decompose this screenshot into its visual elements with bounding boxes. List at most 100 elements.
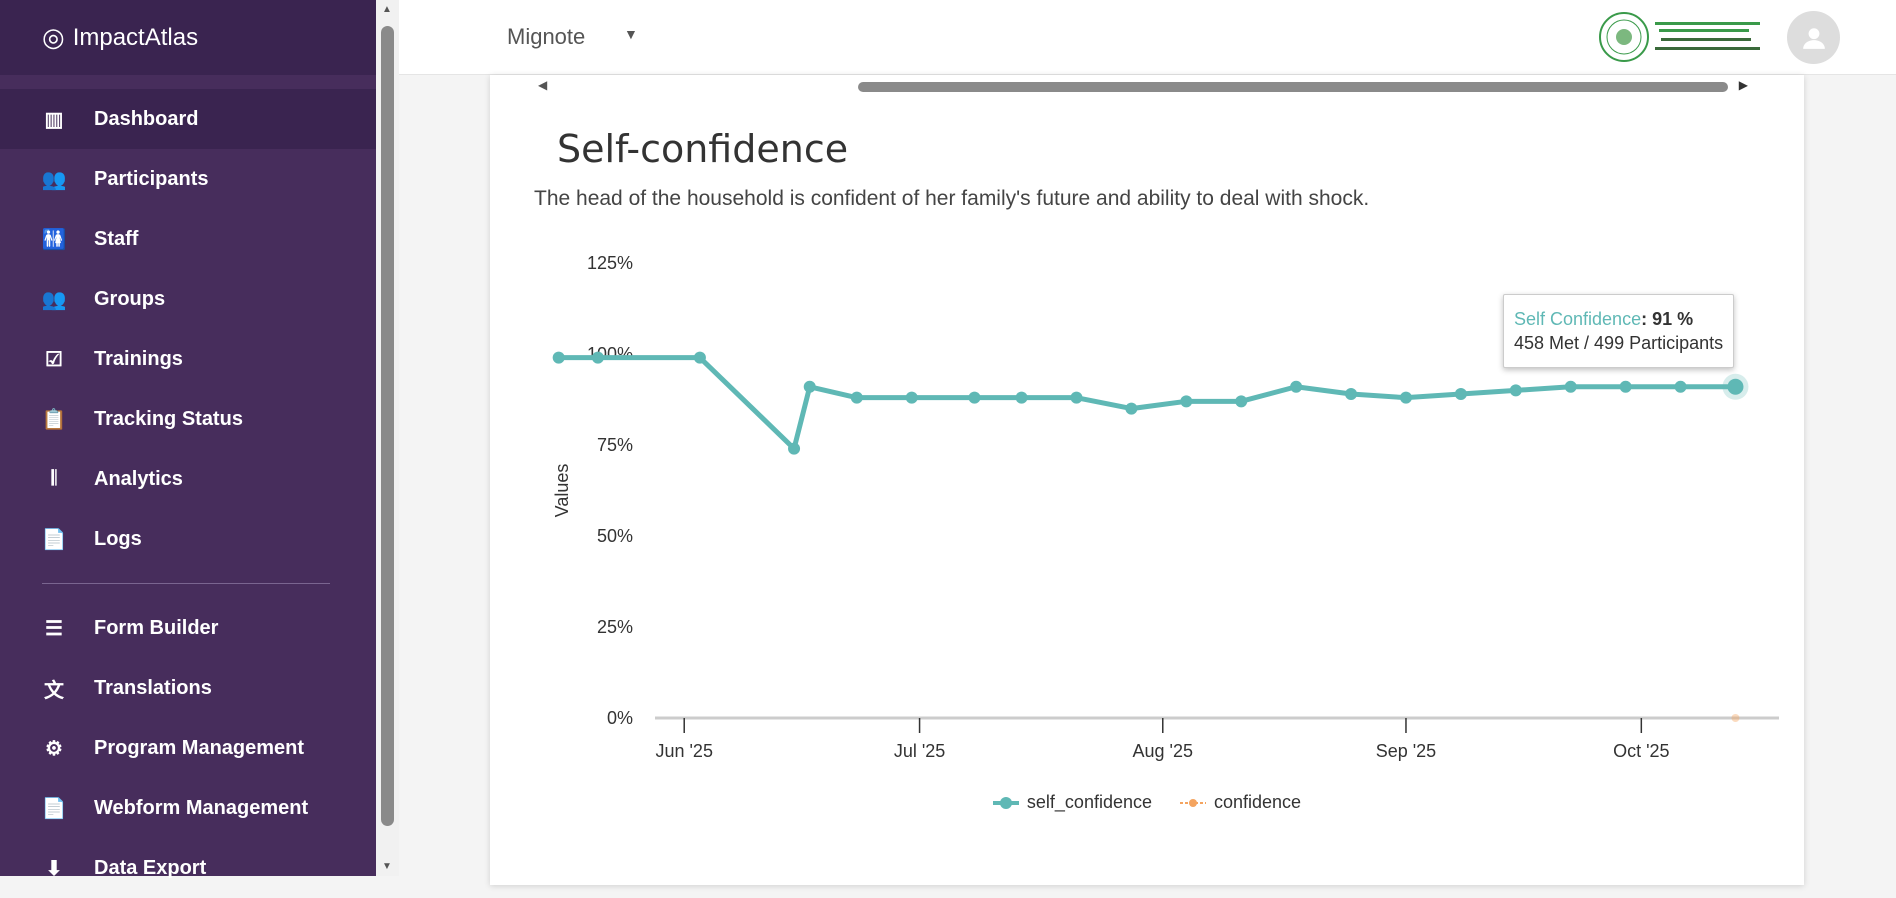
legend-item-self_confidence[interactable]: self_confidence <box>992 792 1152 813</box>
scroll-left-icon[interactable]: ◀ <box>538 78 548 92</box>
data-point-self_confidence <box>1345 388 1358 401</box>
sidebar-item-label: Tracking Status <box>94 407 243 430</box>
groups-icon: 👥 <box>41 288 67 311</box>
chart-card: ◀ ▶ Self-confidence The head of the hous… <box>490 75 1804 885</box>
data-point-self_confidence <box>1015 391 1028 404</box>
horizontal-scrollbar[interactable]: ◀ ▶ <box>538 78 1748 94</box>
vertical-scrollbar[interactable]: ▲ ▼ <box>376 0 399 876</box>
translate-icon: 文 <box>44 679 64 702</box>
data-point-self_confidence <box>968 391 981 404</box>
chart-tooltip: Self Confidence: 91 % 458 Met / 499 Part… <box>1503 294 1735 368</box>
data-point-self_confidence <box>1564 380 1577 393</box>
x-tick-label: Jun '25 <box>655 741 712 761</box>
data-point-confidence <box>1731 714 1740 722</box>
chevron-down-icon[interactable]: ▼ <box>624 26 638 42</box>
chart-legend: self_confidence confidence <box>490 792 1804 813</box>
sidebar-item-form-builder[interactable]: ☰ Form Builder <box>0 598 376 658</box>
staff-icon: 🚻 <box>41 228 67 251</box>
data-point-self_confidence <box>1125 402 1138 415</box>
organization-logo <box>1599 12 1760 62</box>
y-axis-label: Values <box>552 464 572 518</box>
data-point-self_confidence <box>693 351 706 364</box>
download-icon: ⬇ <box>45 857 63 880</box>
legend-marker-icon <box>1180 798 1206 807</box>
card-title: Self-confidence <box>557 127 849 171</box>
sidebar-item-label: Staff <box>94 227 139 250</box>
y-tick-label: 50% <box>597 526 633 546</box>
legend-item-confidence[interactable]: confidence <box>1180 792 1301 813</box>
x-tick-label: Oct '25 <box>1613 741 1669 761</box>
sidebar-item-label: Groups <box>94 287 166 310</box>
data-point-self_confidence <box>1454 388 1467 401</box>
scroll-up-icon[interactable]: ▲ <box>382 4 392 15</box>
waveform-icon: 𝄃 <box>51 467 57 490</box>
scroll-right-icon[interactable]: ▶ <box>1738 78 1748 92</box>
sidebar-item-label: Participants <box>94 167 209 190</box>
sidebar-item-trainings[interactable]: ☑ Trainings <box>0 329 376 389</box>
x-tick-label: Jul '25 <box>894 741 945 761</box>
scroll-down-icon[interactable]: ▼ <box>382 861 392 872</box>
sidebar-item-label: Data Export <box>94 856 207 879</box>
sidebar-item-data-export[interactable]: ⬇ Data Export <box>0 838 376 898</box>
user-avatar[interactable] <box>1787 11 1840 64</box>
top-bar: Mignote ▼ <box>399 0 1896 75</box>
sidebar: ◎ ImpactAtlas ▥ Dashboard 👥 Participants 🚻 St… <box>0 0 376 880</box>
legend-label: self_confidence <box>1026 792 1152 812</box>
tooltip-detail: 458 Met / 499 Participants <box>1514 333 1724 353</box>
person-icon <box>1802 27 1825 49</box>
brand-name: ImpactAtlas <box>72 23 199 51</box>
legend-label: confidence <box>1214 792 1302 812</box>
sidebar-item-program-management[interactable]: ⚙ Program Management <box>0 718 376 778</box>
organization-select[interactable]: Mignote <box>507 24 586 49</box>
sidebar-item-dashboard[interactable]: ▥ Dashboard <box>0 89 376 149</box>
clipboard-check-icon: ☑ <box>45 348 63 371</box>
data-point-self_confidence <box>1399 391 1412 404</box>
sidebar-item-logs[interactable]: 📄 Logs <box>0 509 376 569</box>
sidebar-item-tracking-status[interactable]: 📋 Tracking Status <box>0 389 376 449</box>
sidebar-item-label: Analytics <box>94 467 183 490</box>
brand[interactable]: ◎ ImpactAtlas <box>0 0 376 75</box>
data-point-self_confidence <box>1290 380 1303 393</box>
y-tick-label: 25% <box>597 617 633 637</box>
sidebar-item-label: Logs <box>94 527 142 550</box>
clipboard-icon: 📋 <box>41 408 67 431</box>
card-description: The head of the household is confident o… <box>534 187 1370 210</box>
sidebar-item-label: Dashboard <box>94 107 199 130</box>
tooltip-series: Self Confidence <box>1514 309 1642 329</box>
list-icon: ☰ <box>45 617 63 640</box>
sidebar-item-groups[interactable]: 👥 Groups <box>0 269 376 329</box>
data-point-self_confidence <box>552 351 565 364</box>
data-point-self_confidence <box>1070 391 1083 404</box>
sidebar-item-analytics[interactable]: 𝄃 Analytics <box>0 449 376 509</box>
document-icon: 📄 <box>41 797 67 820</box>
sidebar-item-participants[interactable]: 👥 Participants <box>0 149 376 209</box>
x-tick-label: Aug '25 <box>1133 741 1194 761</box>
data-point-self_confidence <box>1180 395 1193 408</box>
sidebar-item-label: Translations <box>94 676 212 699</box>
sidebar-item-label: Program Management <box>94 736 305 759</box>
y-tick-label: 75% <box>597 435 633 455</box>
y-tick-label: 0% <box>607 708 633 728</box>
scrollbar-thumb[interactable] <box>858 82 1728 92</box>
data-point-self_confidence <box>850 391 863 404</box>
file-icon: 📄 <box>41 528 67 551</box>
tooltip-value: : 91 % <box>1641 309 1694 329</box>
data-point-self_confidence <box>1509 384 1522 397</box>
gear-icon: ⚙ <box>45 737 63 760</box>
chart-icon: ▥ <box>44 108 64 131</box>
divider <box>42 583 330 584</box>
sidebar-item-translations[interactable]: 文 Translations <box>0 658 376 718</box>
sidebar-item-label: Trainings <box>94 347 183 370</box>
series-line-self_confidence <box>558 355 1736 452</box>
data-point-self_confidence <box>1674 380 1687 393</box>
scrollbar-thumb[interactable] <box>381 26 394 826</box>
sidebar-item-staff[interactable]: 🚻 Staff <box>0 209 376 269</box>
sidebar-item-label: Webform Management <box>94 796 309 819</box>
data-point-self_confidence <box>788 442 801 455</box>
logo-icon: ◎ <box>42 22 65 52</box>
sidebar-item-label: Form Builder <box>94 616 219 639</box>
data-point-self_confidence <box>905 391 918 404</box>
sidebar-item-webform-management[interactable]: 📄 Webform Management <box>0 778 376 838</box>
data-point-self_confidence <box>1727 378 1744 395</box>
